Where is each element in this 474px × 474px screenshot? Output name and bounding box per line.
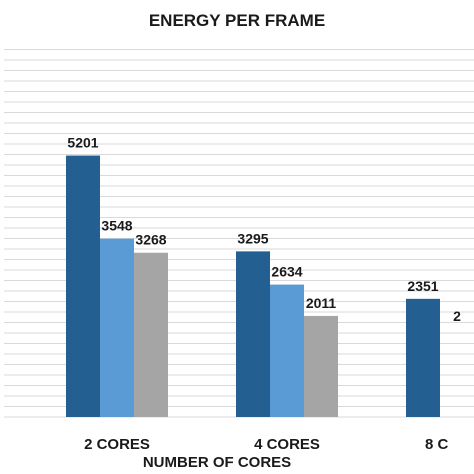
bar bbox=[270, 284, 304, 417]
bar bbox=[236, 251, 270, 417]
bar bbox=[406, 298, 440, 417]
data-label: 2351 bbox=[407, 278, 438, 294]
data-labels: 9352013548326832952634201123512 bbox=[67, 135, 461, 324]
bar bbox=[66, 155, 100, 418]
x-tick-label: 8 C bbox=[425, 436, 449, 453]
bar bbox=[100, 238, 134, 417]
data-label: 2634 bbox=[271, 264, 302, 280]
data-label: 2011 bbox=[306, 295, 337, 311]
chart-title: ENERGY PER FRAME bbox=[149, 11, 325, 30]
x-tick-label: 2 CORES bbox=[84, 436, 150, 453]
x-tick-labels: 2 CORES 4 CORES 8 C bbox=[84, 436, 448, 453]
data-label: 5201 bbox=[67, 135, 98, 151]
bar bbox=[134, 252, 168, 417]
data-label: 3295 bbox=[237, 230, 268, 246]
x-axis-label: NUMBER OF CORES bbox=[143, 454, 291, 471]
bars bbox=[66, 155, 440, 418]
x-tick-label: 4 CORES bbox=[254, 436, 320, 453]
data-label: 3548 bbox=[101, 218, 132, 234]
title-backdrop bbox=[128, 6, 346, 34]
data-label: 3268 bbox=[135, 232, 166, 248]
bar bbox=[304, 315, 338, 417]
data-label: 2 bbox=[453, 308, 461, 324]
